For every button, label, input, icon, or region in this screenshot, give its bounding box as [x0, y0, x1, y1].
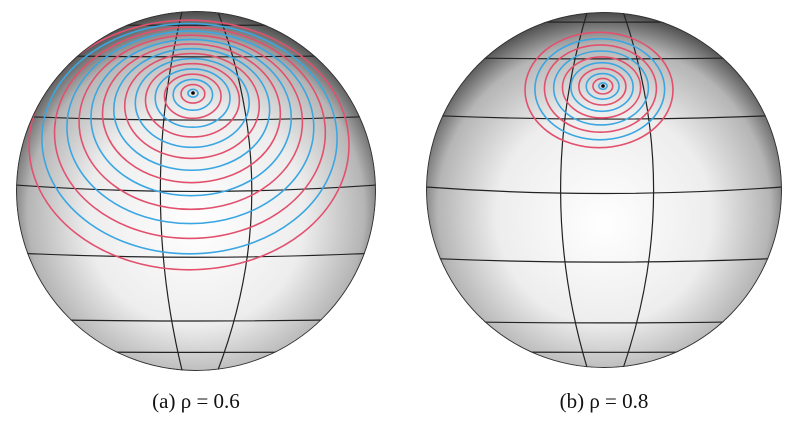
sphere-b: [426, 12, 782, 368]
page: {"figures": [{"caption": "(a) ρ = 0.6"},…: [0, 0, 786, 423]
latitude-line: [426, 352, 782, 353]
figure: (a) ρ = 0.6 (b) ρ = 0.8: [0, 0, 786, 423]
center-point: [601, 84, 605, 88]
latitude-line: [16, 352, 376, 353]
sphere-a: [16, 11, 376, 371]
latitude-line: [16, 25, 376, 26]
caption: (a) ρ = 0.6: [152, 389, 240, 413]
center-point: [191, 91, 195, 95]
caption: (b) ρ = 0.8: [560, 389, 649, 413]
